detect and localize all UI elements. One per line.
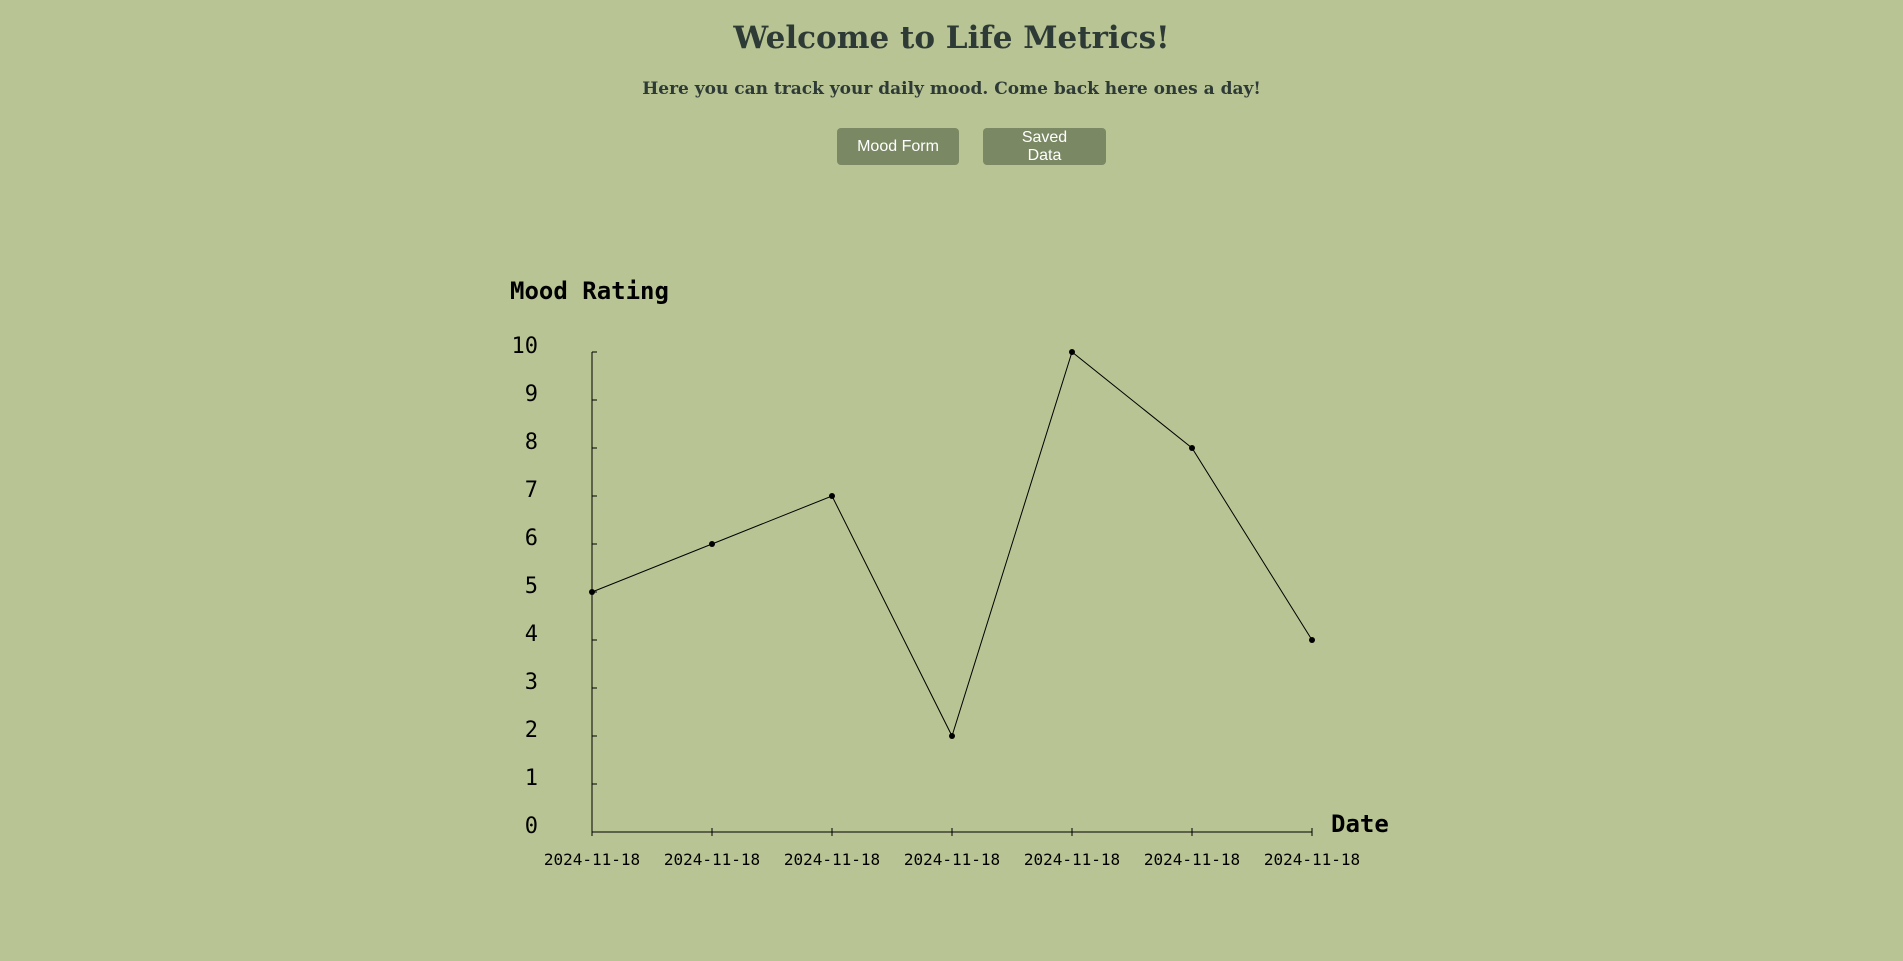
chart-line-layer <box>591 351 1313 738</box>
chart-points <box>589 349 1315 739</box>
mood-series-line <box>591 351 1313 738</box>
y-tick-label: 4 <box>525 622 538 647</box>
data-point <box>1189 445 1195 451</box>
x-tick-label: 2024-11-18 <box>1264 850 1360 869</box>
page-subtitle: Here you can track your daily mood. Come… <box>642 79 1261 99</box>
chart-axes <box>591 351 1313 836</box>
data-point <box>949 733 955 739</box>
data-point <box>1069 349 1075 355</box>
y-axis-title: Mood Rating <box>510 277 669 305</box>
mood-form-button[interactable]: Mood Form <box>837 128 959 165</box>
y-tick-label: 10 <box>512 334 539 359</box>
y-tick-label: 9 <box>525 382 538 407</box>
data-point <box>1309 637 1315 643</box>
data-point <box>829 493 835 499</box>
x-tick-label: 2024-11-18 <box>1144 850 1240 869</box>
y-tick-label: 5 <box>525 574 538 599</box>
x-axis-title: Date <box>1331 810 1389 838</box>
y-tick-label: 7 <box>525 478 538 503</box>
x-tick-label: 2024-11-18 <box>784 850 880 869</box>
x-tick-labels: 2024-11-18 2024-11-18 2024-11-18 2024-11-18… <box>544 850 1360 869</box>
x-tick-label: 2024-11-18 <box>544 850 640 869</box>
y-tick-label: 8 <box>525 430 538 455</box>
y-tick-label: 0 <box>525 814 538 839</box>
x-tick-label: 2024-11-18 <box>904 850 1000 869</box>
data-point <box>709 541 715 547</box>
y-tick-labels: 0 1 2 3 4 5 6 7 8 9 10 <box>512 334 539 839</box>
x-tick-label: 2024-11-18 <box>1024 850 1120 869</box>
saved-data-button[interactable]: Saved Data <box>983 128 1106 165</box>
nav-buttons: Mood Form Saved Data <box>837 128 1106 165</box>
page-title: Welcome to Life Metrics! <box>733 20 1170 56</box>
y-tick-label: 3 <box>525 670 538 695</box>
y-tick-label: 6 <box>525 526 538 551</box>
data-point <box>589 589 595 595</box>
y-tick-label: 1 <box>525 766 538 791</box>
y-tick-label: 2 <box>525 718 538 743</box>
x-tick-label: 2024-11-18 <box>664 850 760 869</box>
